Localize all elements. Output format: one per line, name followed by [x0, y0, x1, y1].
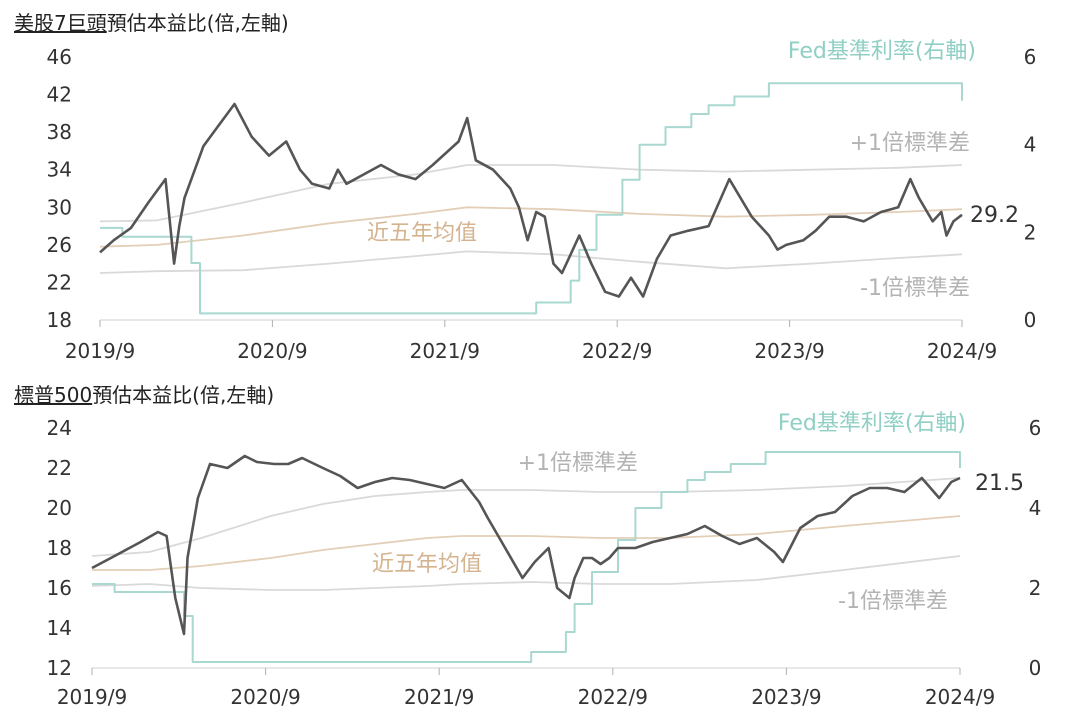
y2-tick-label: 0	[1024, 308, 1037, 332]
y-tick-label: 24	[47, 416, 72, 440]
y-tick-label: 16	[47, 576, 72, 600]
y-tick-label: 46	[47, 45, 72, 69]
x-tick-label: 2019/9	[57, 685, 127, 709]
y-tick-label: 22	[47, 456, 72, 480]
x-tick-label: 2024/9	[927, 339, 997, 363]
y-tick-label: 26	[47, 233, 72, 257]
series-line-minus	[91, 555, 961, 591]
x-tick-label: 2024/9	[925, 685, 995, 709]
last-value-label: 21.5	[975, 471, 1024, 496]
y2-tick-label: 4	[1029, 496, 1042, 520]
x-tick-label: 2020/9	[230, 685, 300, 709]
y-tick-label: 18	[47, 536, 72, 560]
series-line-plus	[99, 164, 963, 223]
chart-panel-1: 美股7巨頭預估本益比(倍,左軸)464238343026221864202019…	[14, 11, 1036, 363]
y2-tick-label: 6	[1029, 416, 1042, 440]
series-line-pe	[99, 102, 963, 298]
chart-title-rest: 預估本益比(倍,左軸)	[107, 11, 289, 35]
plus-1sd-label: +1倍標準差	[850, 131, 970, 156]
chart-title-underlined: 標普500	[14, 383, 92, 407]
fed-rate-label: Fed基準利率(右軸)	[788, 39, 976, 64]
x-tick-label: 2023/9	[754, 339, 824, 363]
chart-title: 標普500預估本益比(倍,左軸)	[14, 383, 274, 407]
minus-1sd-label: -1倍標準差	[860, 276, 970, 301]
fed-rate-label: Fed基準利率(右軸)	[778, 411, 966, 436]
five-year-avg-label: 近五年均值	[367, 221, 477, 246]
x-tick-label: 2022/9	[578, 685, 648, 709]
series-line-plus	[91, 477, 961, 557]
x-tick-label: 2020/9	[237, 339, 307, 363]
last-value-label: 29.2	[970, 203, 1019, 228]
minus-1sd-label: -1倍標準差	[838, 589, 948, 614]
series-line-avg	[99, 206, 963, 248]
series-line-minus	[99, 250, 963, 274]
x-tick-label: 2022/9	[582, 339, 652, 363]
y-tick-label: 20	[47, 496, 72, 520]
y-tick-label: 14	[47, 616, 72, 640]
chart-panel-2: 標普500預估本益比(倍,左軸)2422201816141264202019/9…	[14, 383, 1041, 709]
y-tick-label: 42	[47, 83, 72, 107]
five-year-avg-label: 近五年均值	[372, 552, 482, 577]
y-tick-label: 38	[47, 120, 72, 144]
series-line-pe	[91, 454, 961, 636]
y-tick-label: 12	[47, 656, 72, 680]
y2-tick-label: 2	[1024, 220, 1037, 244]
x-tick-label: 2023/9	[751, 685, 821, 709]
x-tick-label: 2019/9	[65, 339, 135, 363]
y2-tick-label: 2	[1029, 576, 1042, 600]
y-tick-label: 22	[47, 270, 72, 294]
series-line-avg	[92, 515, 961, 571]
y-tick-label: 18	[47, 308, 72, 332]
y2-tick-label: 0	[1029, 656, 1042, 680]
series-line-fed	[92, 451, 961, 663]
chart-title: 美股7巨頭預估本益比(倍,左軸)	[14, 11, 289, 35]
x-tick-label: 2021/9	[404, 685, 474, 709]
y-tick-label: 34	[47, 158, 72, 182]
y2-tick-label: 4	[1024, 133, 1037, 157]
plus-1sd-label: +1倍標準差	[518, 451, 638, 476]
series-line-fed	[100, 82, 963, 315]
chart-title-rest: 預估本益比(倍,左軸)	[92, 383, 274, 407]
chart-title-underlined: 美股7巨頭	[14, 11, 107, 35]
y-tick-label: 30	[47, 195, 72, 219]
x-tick-label: 2021/9	[410, 339, 480, 363]
y2-tick-label: 6	[1024, 45, 1037, 69]
